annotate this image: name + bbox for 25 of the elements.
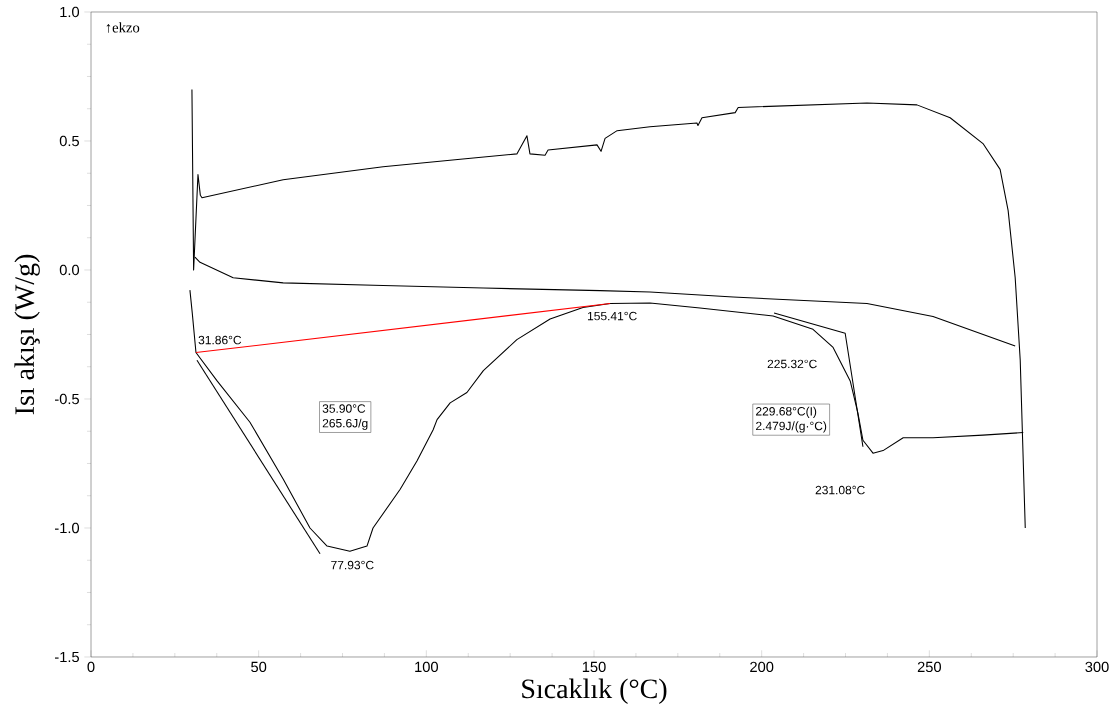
x-axis-title: Sıcaklık (°C) [522,678,667,704]
y-tick-label: 0.0 [59,264,80,276]
annotation: 35.90°C [322,404,366,413]
x-tick-label: 300 [1085,661,1109,673]
annotation: 31.86°C [198,335,242,345]
y-tick-label: -1.0 [55,522,80,534]
x-tick-label: 250 [917,661,941,673]
y-axis-title: Isı akışı (W/g) [14,254,40,415]
x-tick-label: 50 [251,661,267,673]
y-tick-label: -1.5 [55,651,79,663]
x-tick-label: 150 [582,661,606,673]
annotation: 265.6J/g [322,418,368,430]
x-tick-label: 100 [415,661,438,673]
y-tick-label: 0.5 [59,135,79,147]
annotation: 155.41°C [587,311,637,321]
y-tick-label: 1.0 [60,6,80,18]
annotation: 225.32°C [767,359,817,369]
annotation: 77.93°C [331,560,374,570]
annotation: 231.08°C [815,485,865,495]
x-tick-label: 0 [87,661,95,673]
x-tick-label: 200 [750,661,774,673]
annotation: 229.68°C(I) [756,406,817,418]
annotation: 2.479J/(g·°C) [756,421,827,433]
annotation: ↑ekzo [106,22,140,33]
y-tick-label: -0.5 [55,393,79,405]
